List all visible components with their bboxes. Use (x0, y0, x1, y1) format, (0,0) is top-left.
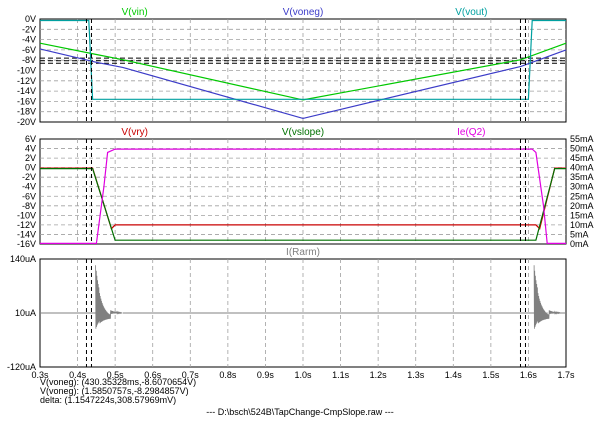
pane-bottom: 140uA 10uA -120uA I(Rarm) 0.3s 0.4s 0.5s 0.6s 0.… (7, 247, 575, 380)
y-tick-label: 140uA (10, 254, 36, 264)
cursor-readout-2: V(voneg): (1.5850757s,-8.2984857V) (40, 386, 189, 396)
trace-i-rarm-burst (533, 265, 561, 329)
y2-tick-label: 50mA (570, 144, 594, 154)
y-tick-label: -10V (17, 66, 36, 76)
y-tick-label: -8V (22, 201, 36, 211)
trace-v-voneg- (39, 48, 567, 120)
trace-v-vin- (39, 42, 567, 101)
file-title: --- D:\bsch\524B\TapChange-CmpSlope.raw … (206, 407, 394, 417)
trace-i-rarm-burst (95, 265, 123, 329)
y2-tick-label: 5mA (570, 229, 589, 239)
y2-tick-label: 45mA (570, 153, 594, 163)
y-tick-label: -4V (22, 35, 36, 45)
cursor-readout-1: V(voneg): (430.35328ms,-8.6070654V) (40, 377, 197, 387)
trace-label: I(Rarm) (286, 247, 320, 258)
x-tick-label: 1.0s (294, 370, 312, 380)
y2-tick-label: 20mA (570, 201, 594, 211)
x-tick-label: 1.4s (445, 370, 463, 380)
x-tick-label: 0.5s (107, 370, 125, 380)
x-tick-label: 1.3s (407, 370, 425, 380)
y-tick-label: -8V (22, 55, 36, 65)
x-tick-label: 0.8s (219, 370, 237, 380)
y2-tick-label: 15mA (570, 210, 594, 220)
x-tick-label: 1.7s (557, 370, 575, 380)
trace-label: V(vslope) (282, 127, 324, 138)
trace-label: V(voneg) (283, 7, 324, 18)
y-tick-label: 10uA (15, 308, 36, 318)
cursor-delta: delta: (1.1547224s,308.57969mV) (40, 395, 177, 405)
y-tick-label: -14V (17, 229, 36, 239)
y2-tick-label: 25mA (570, 191, 594, 201)
trace-label: V(vin) (122, 7, 148, 18)
x-tick-label: 1.5s (482, 370, 500, 380)
y-tick-label: -16V (17, 239, 36, 249)
y-tick-label: -6V (22, 191, 36, 201)
y2-tick-label: 0mA (570, 239, 589, 249)
y-tick-label: -12V (17, 76, 36, 86)
y-tick-label: 6V (25, 134, 36, 144)
trace-ie-q2- (40, 148, 566, 244)
y-tick-label: -12V (17, 220, 36, 230)
trace-label: Ie(Q2) (457, 127, 485, 138)
y-tick-label: -120uA (7, 362, 36, 372)
x-tick-label: 1.2s (370, 370, 388, 380)
x-tick-label: 0.9s (257, 370, 275, 380)
y-tick-label: -2V (22, 24, 36, 34)
pane-top: 0V-2V-4V-6V-8V-10V-12V-14V-16V-18V-20V V(… (17, 7, 567, 127)
y-tick-label: -10V (17, 210, 36, 220)
trace-label: V(vout) (455, 7, 487, 18)
y2-tick-label: 40mA (570, 163, 594, 173)
y-tick-label: -20V (17, 117, 36, 127)
trace-v-vslope- (40, 168, 566, 241)
trace-v-vout- (40, 19, 566, 100)
y-tick-label: -2V (22, 172, 36, 182)
y-tick-label: 4V (25, 144, 36, 154)
x-tick-label: 0.3s (31, 370, 49, 380)
y-tick-label: -14V (17, 86, 36, 96)
y-tick-label: -18V (17, 107, 36, 117)
x-tick-label: 0.7s (182, 370, 200, 380)
y2-tick-label: 10mA (570, 220, 594, 230)
y-tick-label: -4V (22, 182, 36, 192)
y-tick-label: 0V (25, 163, 36, 173)
x-tick-label: 1.1s (332, 370, 350, 380)
y-tick-label: -6V (22, 45, 36, 55)
y2-tick-label: 55mA (570, 134, 594, 144)
y2-tick-label: 35mA (570, 172, 594, 182)
x-tick-label: 0.6s (144, 370, 162, 380)
x-tick-label: 1.6s (520, 370, 538, 380)
y-tick-label: -16V (17, 96, 36, 106)
y-tick-label: 2V (25, 153, 36, 163)
y2-tick-label: 30mA (570, 182, 594, 192)
y-tick-label: 0V (25, 14, 36, 24)
x-tick-label: 0.4s (69, 370, 87, 380)
trace-label: V(vry) (121, 127, 148, 138)
